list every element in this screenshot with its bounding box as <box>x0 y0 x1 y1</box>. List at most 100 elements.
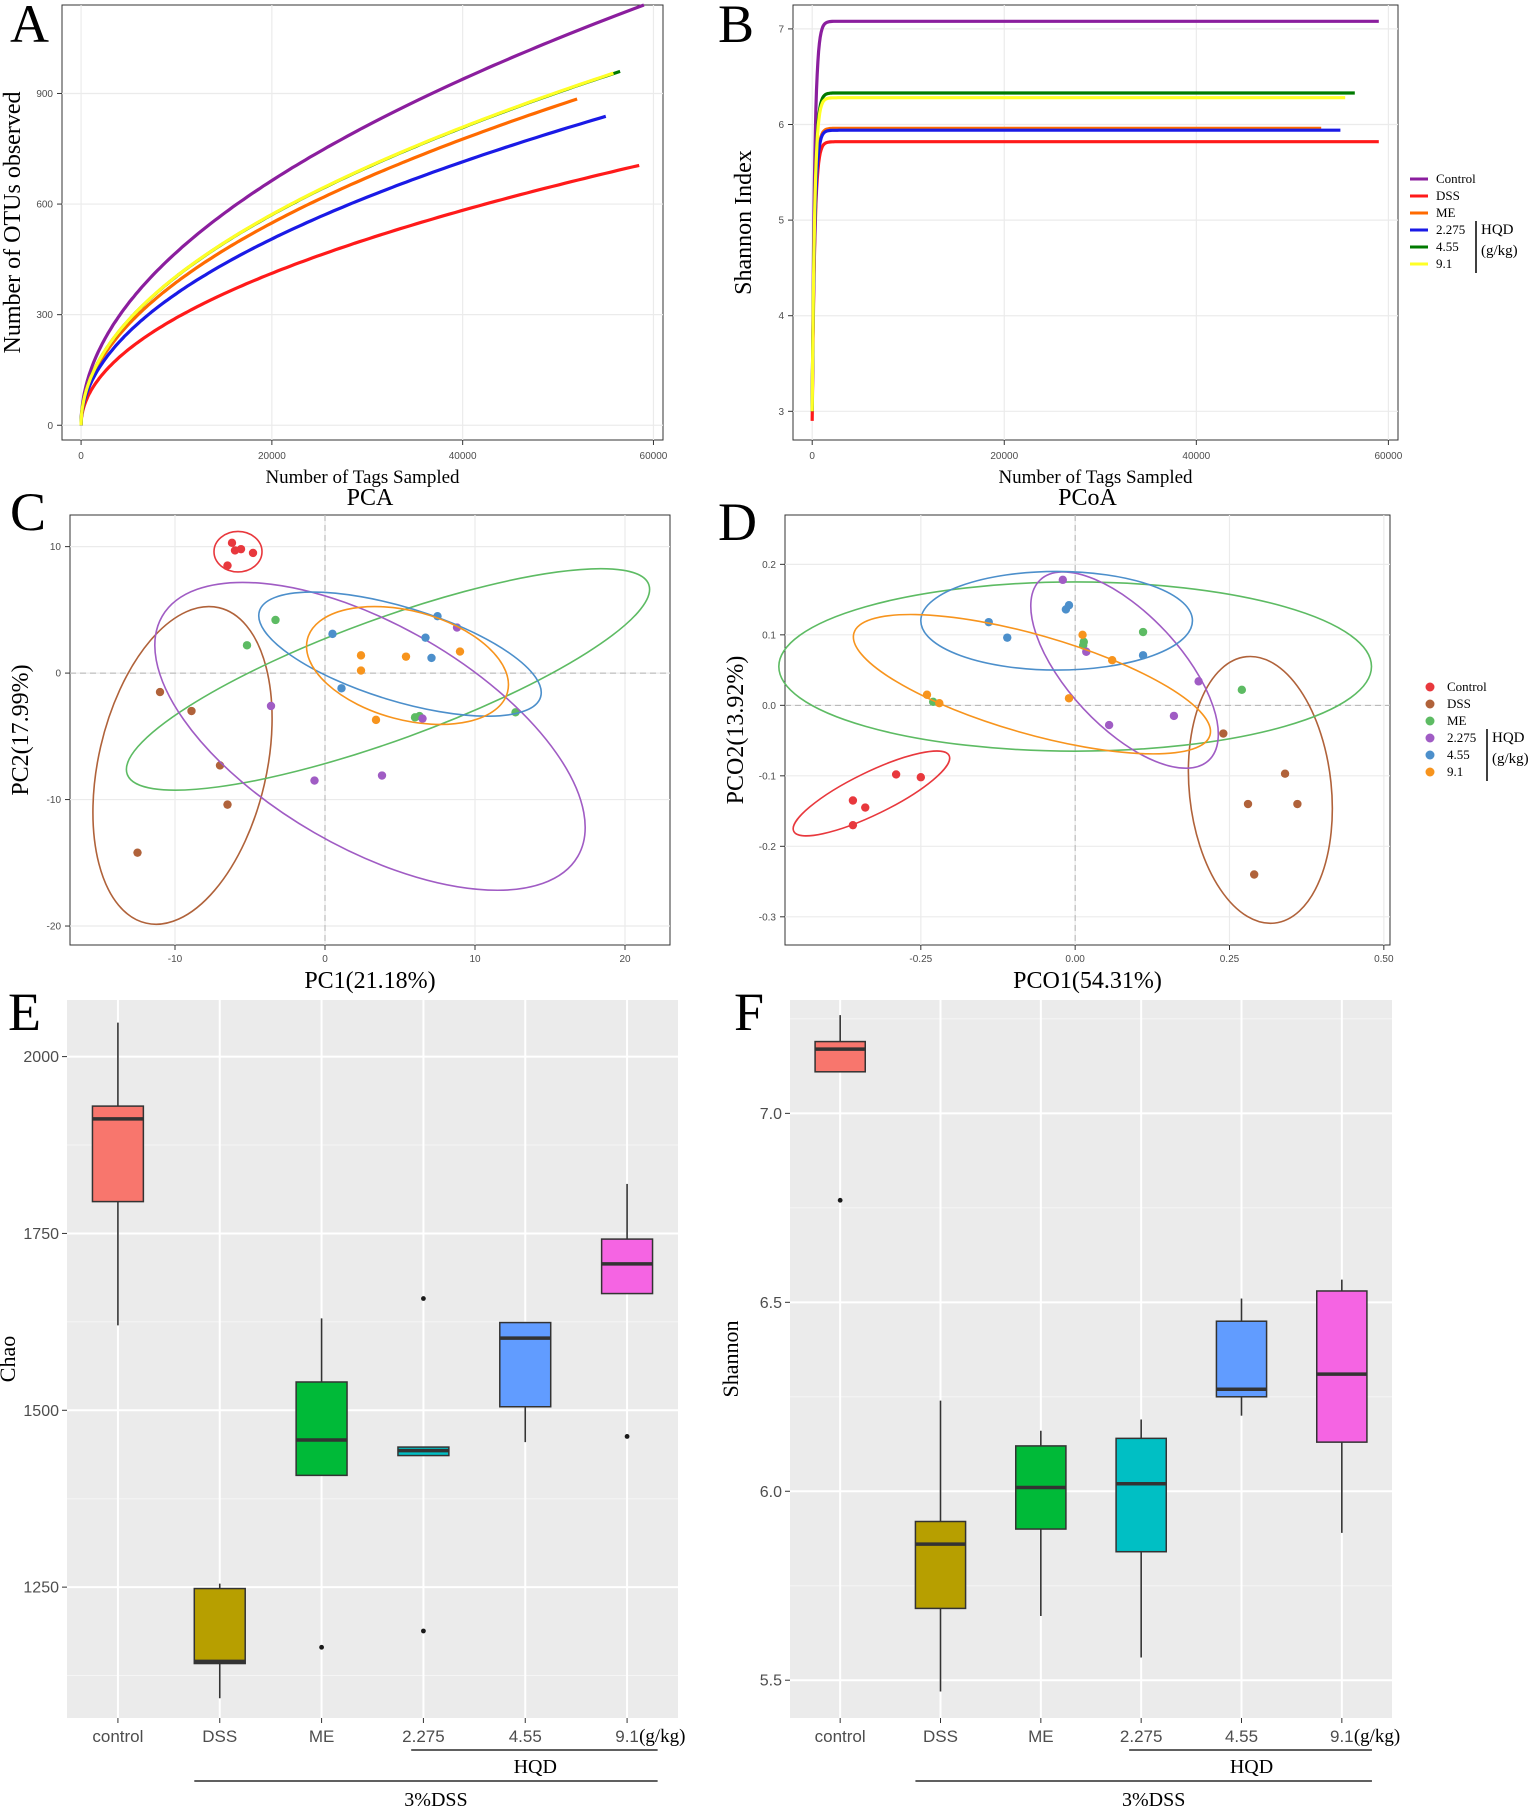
point-9.1 <box>455 647 465 656</box>
ellipse-Control <box>792 750 951 837</box>
legend-rarefaction: Control DSS ME 2.275 4.55 9.1 HQD (g/kg) <box>1410 171 1518 273</box>
x-axis-title: Number of Tags Sampled <box>998 467 1193 488</box>
x-tick-label: 20000 <box>258 451 286 462</box>
y-tick-label: 5.5 <box>760 1673 782 1690</box>
outlier-control <box>837 1197 843 1203</box>
legend-label-4.55: 4.55 <box>1436 239 1459 254</box>
unit-label: (g/kg) <box>639 1726 685 1747</box>
y-axis-title: Shannon Index <box>731 150 757 295</box>
y-tick-label: 1750 <box>23 1226 59 1243</box>
y-tick-label: 1250 <box>23 1580 59 1597</box>
series-line-2.275 <box>79 114 607 426</box>
point-Control <box>891 770 901 779</box>
y-tick-label: 0.1 <box>762 630 776 641</box>
unit-label: (g/kg) <box>1354 1726 1400 1747</box>
y-tick-label: -0.1 <box>759 771 777 782</box>
point-9.1 <box>935 699 944 708</box>
point-DSS <box>1219 729 1228 738</box>
panel-f-shannon-boxplot: 5.5 6.0 6.5 7.0 control DSS ME 2.275 4.55 9.1 (g/k… <box>718 1000 1400 1808</box>
legend-label-2.275: 2.275 <box>1436 222 1465 237</box>
point-ME <box>1237 685 1247 695</box>
legend-swatch <box>1425 699 1435 709</box>
outlier-2.275 <box>421 1296 426 1301</box>
box-2.275 <box>1115 1437 1168 1553</box>
point-4.55 <box>427 653 436 663</box>
plot-background <box>67 1000 678 1718</box>
point-ME <box>242 641 252 650</box>
legend-swatch <box>1425 716 1435 726</box>
legend-hqd-label: HQD <box>1481 222 1514 238</box>
point-DSS <box>223 800 232 809</box>
y-tick-label: 900 <box>36 89 53 100</box>
panel-a-rarefaction-otus: 0 20000 40000 60000 0 300 600 900 Number of Tags… <box>0 3 668 488</box>
ellipse-4.55 <box>920 570 1194 671</box>
x-tick-label: 0.00 <box>1065 954 1085 965</box>
x-tick-label: 40000 <box>1182 451 1210 462</box>
y-axis-title: PC2(17.99%) <box>8 664 34 795</box>
panel-label-f: F <box>734 982 764 1042</box>
dss-label: 3%DSS <box>1122 1789 1185 1808</box>
box-control <box>814 1040 866 1073</box>
ellipse-9.1 <box>305 605 510 726</box>
hqd-label: HQD <box>1230 1756 1273 1778</box>
ellipse-9.1 <box>852 613 1212 755</box>
point-Control <box>916 773 926 782</box>
box-4.55 <box>1215 1320 1268 1398</box>
point-9.1 <box>1107 656 1117 665</box>
x-tick-label-9.1: 9.1 <box>615 1727 639 1746</box>
x-tick-label-2.275: 2.275 <box>402 1727 445 1746</box>
x-tick-label-2.275: 2.275 <box>1120 1727 1163 1746</box>
point-2.275 <box>266 701 276 711</box>
point-9.1 <box>1078 630 1087 640</box>
x-tick-label-ME: ME <box>309 1727 335 1746</box>
legend-swatch <box>1425 767 1435 777</box>
point-DSS <box>155 687 165 697</box>
chart-title: PCoA <box>1058 485 1117 511</box>
y-tick-label: 6 <box>778 120 784 131</box>
box-9.1 <box>1316 1290 1368 1443</box>
x-tick-label: 20 <box>619 954 631 965</box>
outlier-ME <box>319 1644 324 1650</box>
point-9.1 <box>371 715 381 725</box>
chart-title: PCA <box>347 485 394 511</box>
y-tick-label: 600 <box>36 200 53 211</box>
ellipse-ME <box>125 567 651 791</box>
x-axis-title: PC1(21.18%) <box>304 968 435 994</box>
y-tick-label: 0 <box>55 669 61 680</box>
point-2.275 <box>418 714 427 723</box>
x-tick-label: 0.50 <box>1374 954 1394 965</box>
legend-label-ME: ME <box>1436 205 1456 220</box>
dss-label: 3%DSS <box>404 1789 467 1808</box>
y-tick-label: 0.0 <box>762 701 776 712</box>
box-9.1 <box>600 1238 654 1295</box>
legend-label-Control: Control <box>1436 171 1476 186</box>
panel-c-pca: -10 0 10 20 -20 -10 0 10 PCA PC1(21.18%) PC2(17.99… <box>8 485 671 994</box>
x-tick-label: 0 <box>809 451 815 462</box>
point-Control <box>848 820 858 830</box>
plot-area <box>61 4 664 441</box>
point-4.55 <box>1003 633 1012 642</box>
ellipse-Control <box>213 530 263 573</box>
panel-label-e: E <box>8 982 41 1042</box>
point-Control <box>848 796 858 805</box>
x-tick-label: 60000 <box>640 451 668 462</box>
panel-label-d: D <box>718 492 757 552</box>
y-tick-label: -0.3 <box>759 912 777 923</box>
y-tick-label: -0.2 <box>759 842 777 853</box>
y-tick-label: 6.0 <box>760 1484 782 1501</box>
x-tick-label: 0 <box>78 451 84 462</box>
panel-e-chao-boxplot: 1250 1500 1750 2000 control DSS ME 2.275 4.55 9.1… <box>0 1000 686 1808</box>
box-DSS <box>914 1520 967 1610</box>
series-line-DSS <box>810 140 1379 421</box>
x-tick-label-4.55: 4.55 <box>509 1727 542 1746</box>
point-DSS <box>1293 799 1302 809</box>
series-line-Control <box>79 3 645 426</box>
legend-unit-label: (g/kg) <box>1481 243 1518 259</box>
y-tick-label: 1500 <box>23 1403 59 1420</box>
point-4.55 <box>1061 605 1071 614</box>
box-4.55 <box>499 1321 552 1408</box>
point-9.1 <box>1064 694 1074 703</box>
x-tick-label: 0 <box>322 954 328 965</box>
x-axis-title: PCO1(54.31%) <box>1013 968 1162 994</box>
